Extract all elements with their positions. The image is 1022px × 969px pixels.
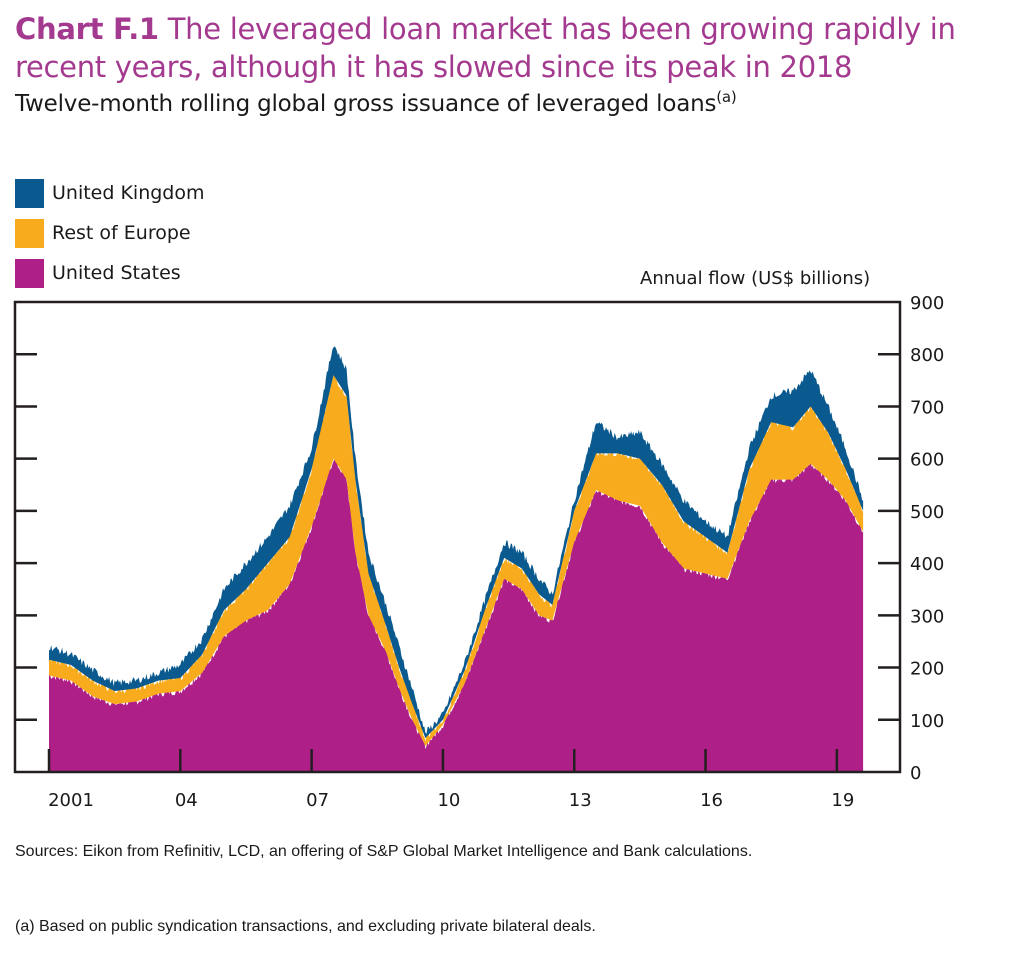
- y-tick-label: 200: [910, 659, 944, 680]
- y-axis-label: Annual flow (US$ billions): [640, 268, 871, 289]
- x-tick-label: 2001: [48, 790, 94, 811]
- area-rest-of-europe: [49, 373, 864, 746]
- x-tick-label: 07: [306, 790, 329, 811]
- stacked-areas: [49, 346, 864, 772]
- chart-subtitle-text: Twelve-month rolling global gross issuan…: [15, 91, 717, 117]
- y-tick-label: 500: [910, 502, 944, 523]
- axes: [13, 300, 902, 774]
- y-tick-label: 100: [910, 711, 944, 732]
- y-tick-label: 900: [910, 293, 944, 314]
- tick-labels: 0 100 200 300 400 500 600 700 800 900 2001 04 07 10 13…: [48, 293, 944, 811]
- x-tick-label: 13: [569, 790, 592, 811]
- chart-subtitle: Twelve-month rolling global gross issuan…: [15, 88, 737, 117]
- y-tick-label: 800: [910, 345, 944, 366]
- y-tick-label: 300: [910, 606, 944, 627]
- footnote: (a) Based on public syndication transact…: [15, 918, 596, 935]
- chart-title: Chart F.1 The leveraged loan market has …: [15, 10, 1020, 86]
- legend-item-united-states: United States: [15, 253, 205, 293]
- legend-label-united-kingdom: United Kingdom: [52, 182, 205, 204]
- legend-swatch-rest-of-europe: [15, 218, 44, 248]
- x-tick-label: 16: [700, 790, 723, 811]
- legend-item-united-kingdom: United Kingdom: [15, 173, 205, 213]
- y-tick-label: 600: [910, 450, 944, 471]
- x-tick-label: 04: [175, 790, 198, 811]
- legend-swatch-united-kingdom: [15, 178, 44, 208]
- x-tick-label: 10: [437, 790, 460, 811]
- y-tick-label: 400: [910, 554, 944, 575]
- legend-swatch-united-states: [15, 258, 44, 288]
- y-tick-label: 0: [910, 763, 921, 784]
- chart-title-text: The leveraged loan market has been growi…: [15, 12, 956, 84]
- sources-note: Sources: Eikon from Refinitiv, LCD, an o…: [15, 843, 753, 860]
- subtitle-footnote-marker: (a): [716, 88, 737, 106]
- x-tick-label: 19: [831, 790, 854, 811]
- y-tick-label: 700: [910, 397, 944, 418]
- legend-label-rest-of-europe: Rest of Europe: [52, 222, 191, 244]
- chart-number: Chart F.1: [15, 12, 159, 46]
- legend-item-rest-of-europe: Rest of Europe: [15, 213, 205, 253]
- legend-label-united-states: United States: [52, 262, 181, 284]
- legend: United Kingdom Rest of Europe United Sta…: [15, 173, 205, 293]
